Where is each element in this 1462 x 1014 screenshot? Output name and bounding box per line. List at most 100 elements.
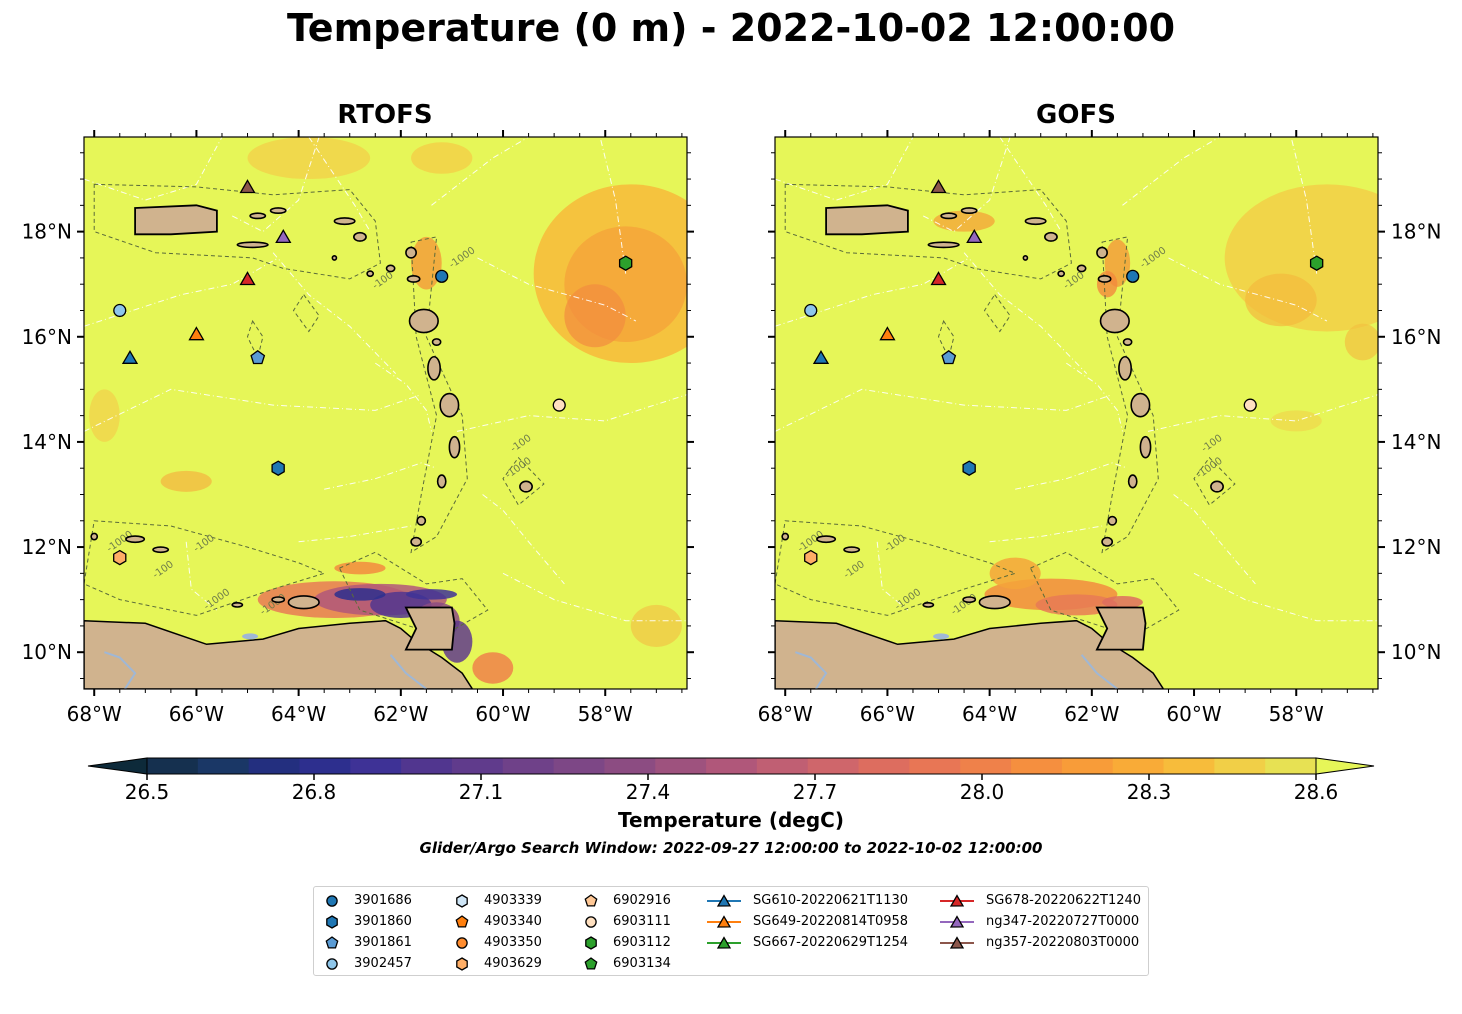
lat-tick-label: 12°N bbox=[22, 535, 72, 559]
island bbox=[331, 255, 338, 261]
legend-marker-pentagon bbox=[584, 957, 598, 970]
legend-symbol bbox=[325, 936, 339, 949]
island bbox=[271, 596, 286, 604]
lon-tick-label: 58°W bbox=[1269, 702, 1324, 726]
obs-marker-6903111 bbox=[1243, 398, 1257, 412]
island bbox=[1101, 536, 1114, 547]
eez-boundary bbox=[599, 137, 627, 274]
obs-marker-3901861 bbox=[250, 349, 266, 365]
legend-symbol bbox=[716, 936, 732, 949]
eez-boundary bbox=[1122, 137, 1220, 206]
warm-patch bbox=[160, 470, 212, 492]
panel-title-rtofs: RTOFS bbox=[337, 100, 433, 130]
legend-label: ng347-20220727T0000 bbox=[986, 914, 1140, 929]
colorbar-segment bbox=[1011, 758, 1063, 774]
bathymetry-contour bbox=[410, 236, 468, 554]
colorbar-label: Temperature (degC) bbox=[618, 808, 844, 832]
legend-label: 4903629 bbox=[484, 956, 542, 971]
legend-marker-hexagon bbox=[585, 936, 597, 950]
island bbox=[1096, 246, 1108, 259]
obs-marker-3901860 bbox=[962, 460, 976, 476]
legend: 3901686 3901860 3901861 3902457 4903339 49033… bbox=[313, 886, 1149, 976]
obs-marker-SG610-20220621T1130 bbox=[812, 350, 830, 364]
colorbar-tick-label: 28.3 bbox=[1126, 780, 1172, 804]
lon-tick-label: 66°W bbox=[860, 702, 915, 726]
legend-label: 4903350 bbox=[484, 935, 542, 950]
colorbar-segment bbox=[197, 758, 250, 774]
legend-label: 6903134 bbox=[613, 956, 671, 971]
island bbox=[427, 355, 441, 381]
south-america-land bbox=[775, 619, 1165, 689]
island bbox=[366, 270, 375, 278]
island bbox=[269, 207, 287, 215]
legend-marker-triangle bbox=[940, 936, 974, 949]
colorbar-tick-label: 27.1 bbox=[458, 780, 504, 804]
bathymetry-contour bbox=[502, 456, 545, 506]
bathymetry-contour bbox=[983, 293, 1011, 333]
island bbox=[406, 274, 421, 283]
obs-marker-6903112 bbox=[1309, 255, 1324, 271]
lat-tick-label: 10°N bbox=[1391, 640, 1441, 664]
obs-marker-3901686 bbox=[1126, 269, 1140, 283]
legend-symbol bbox=[585, 936, 597, 950]
legend-symbol bbox=[584, 894, 598, 907]
trinidad-land bbox=[1095, 606, 1147, 651]
eez-boundary bbox=[84, 137, 223, 201]
eez-boundary bbox=[298, 525, 412, 543]
legend-symbol bbox=[326, 958, 338, 970]
lagoon bbox=[242, 633, 259, 640]
island bbox=[231, 601, 244, 608]
island bbox=[90, 532, 99, 541]
bathymetry-contour bbox=[775, 520, 1017, 616]
cool-plume bbox=[405, 589, 458, 600]
map-figure: -100-1000-100-1000-100-1000 -1000-100-100… bbox=[22, 130, 1441, 726]
lat-tick-label: 12°N bbox=[1391, 535, 1441, 559]
island bbox=[152, 546, 170, 554]
lat-tick-label: 18°N bbox=[1391, 220, 1441, 244]
eez-boundary bbox=[922, 137, 1011, 233]
lat-tick-label: 10°N bbox=[22, 640, 72, 664]
legend-marker-hexagon bbox=[326, 915, 338, 929]
legend-marker-triangle bbox=[940, 894, 974, 907]
colorbar-segment bbox=[147, 758, 199, 774]
obs-marker-SG678-20220622T1240 bbox=[930, 271, 947, 286]
legend-marker-circle bbox=[456, 937, 468, 949]
eez-boundary bbox=[999, 137, 1062, 232]
legend-label: 6903112 bbox=[613, 935, 671, 950]
legend-symbol bbox=[455, 915, 469, 928]
eez-boundary bbox=[1193, 572, 1378, 622]
legend-label: 6902916 bbox=[613, 893, 671, 908]
island bbox=[940, 212, 958, 220]
cool-plume bbox=[1035, 594, 1118, 616]
island bbox=[1210, 480, 1224, 493]
eez-boundary bbox=[1173, 494, 1256, 585]
cool-plume bbox=[989, 557, 1041, 590]
legend-label: 3901686 bbox=[354, 893, 412, 908]
legend-marker-triangle bbox=[707, 915, 741, 928]
eez-boundary bbox=[963, 252, 1088, 374]
lon-tick-label: 60°W bbox=[475, 702, 530, 726]
island bbox=[781, 532, 790, 541]
eez-boundary bbox=[308, 137, 371, 232]
puerto-rico-land bbox=[825, 204, 909, 236]
search-window-caption: Glider/Argo Search Window: 2022-09-27 12… bbox=[419, 839, 1043, 857]
obs-marker-6903112 bbox=[618, 255, 633, 271]
colorbar-segment bbox=[1112, 758, 1165, 774]
lon-tick-label: 62°W bbox=[373, 702, 428, 726]
lon-tick-label: 58°W bbox=[578, 702, 633, 726]
bathymetry-contour bbox=[338, 551, 489, 637]
map-body-gofs: -100-1000-100-1000-100-1000 -1000-100-100… bbox=[775, 137, 1378, 689]
colorbar-extend-low bbox=[87, 757, 148, 775]
eez-boundary bbox=[1015, 462, 1128, 490]
eez-boundary bbox=[272, 252, 397, 374]
legend-label: 4903340 bbox=[484, 914, 542, 929]
map-frame-gofs bbox=[774, 136, 1379, 690]
legend-symbol bbox=[326, 915, 338, 929]
cool-plume bbox=[472, 652, 514, 684]
island bbox=[1127, 474, 1138, 489]
legend-label: SG678-20220622T1240 bbox=[986, 893, 1142, 908]
island bbox=[385, 264, 396, 273]
eez-boundary bbox=[477, 257, 637, 322]
trinidad-land bbox=[404, 606, 456, 651]
panel-title-gofs: GOFS bbox=[1036, 100, 1116, 130]
